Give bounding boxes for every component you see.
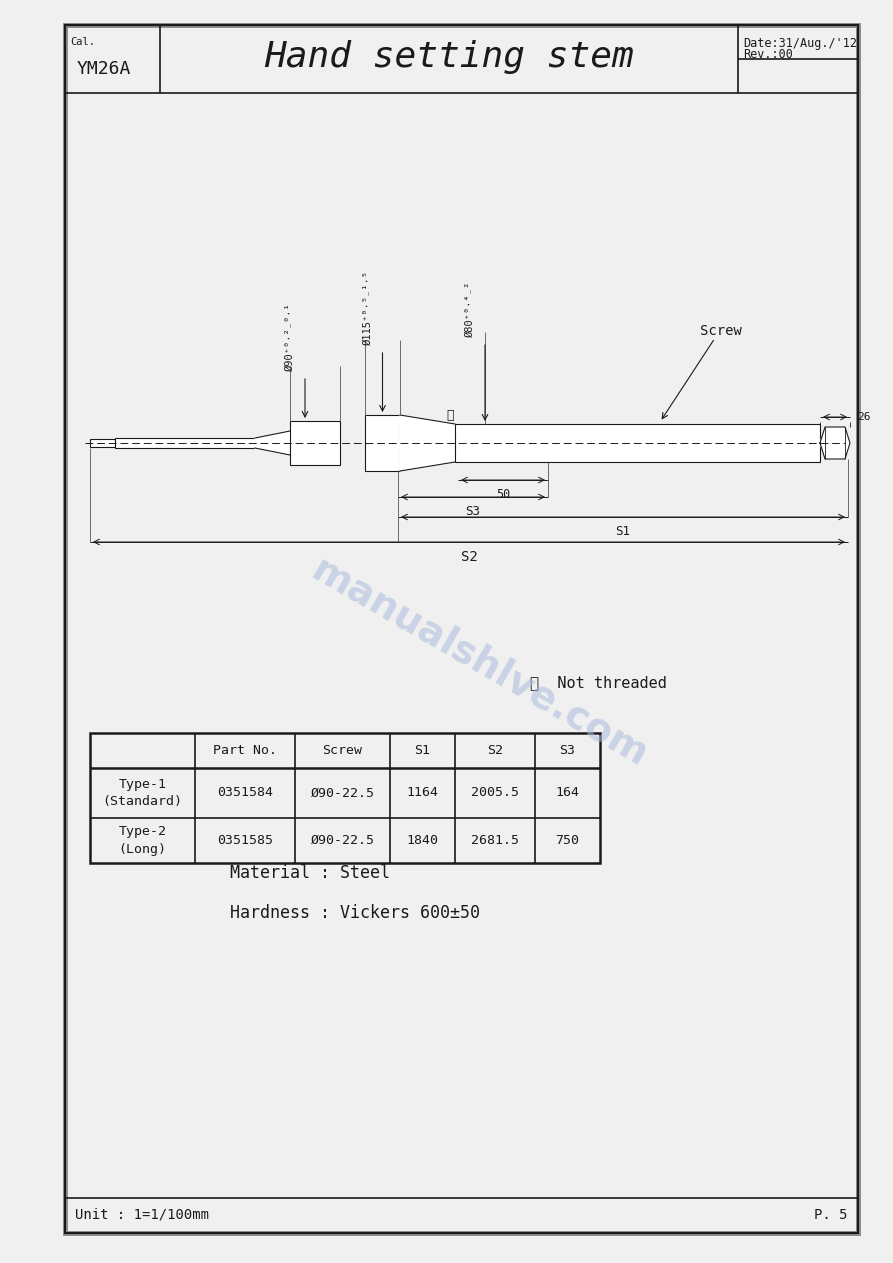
- Text: ※  Not threaded: ※ Not threaded: [530, 676, 667, 691]
- Text: 2005.5: 2005.5: [471, 787, 519, 799]
- Text: Hardness : Vickers 600±50: Hardness : Vickers 600±50: [230, 904, 480, 922]
- Bar: [290, 421, 340, 465]
- Text: Part No.: Part No.: [213, 744, 277, 757]
- Text: S2: S2: [461, 549, 478, 565]
- Text: Material : Steel: Material : Steel: [230, 864, 390, 882]
- Text: S1: S1: [615, 525, 630, 538]
- Text: Ø90-22.5: Ø90-22.5: [311, 787, 374, 799]
- Polygon shape: [255, 431, 290, 455]
- Text: P. 5: P. 5: [814, 1207, 848, 1223]
- Text: Screw: Screw: [700, 325, 742, 338]
- Text: Hand setting stem: Hand setting stem: [264, 40, 634, 75]
- Text: Unit : 1=1/100mm: Unit : 1=1/100mm: [75, 1207, 209, 1223]
- Text: Ø80⁺⁰⋅⁴₋²: Ø80⁺⁰⋅⁴₋²: [465, 280, 475, 337]
- Text: ※: ※: [446, 409, 454, 422]
- Text: manualshlve.com: manualshlve.com: [305, 551, 655, 775]
- Text: Ø90-22.5: Ø90-22.5: [311, 834, 374, 847]
- Text: 164: 164: [555, 787, 580, 799]
- Text: 2681.5: 2681.5: [471, 834, 519, 847]
- Text: Type-1
(Standard): Type-1 (Standard): [103, 778, 182, 808]
- Text: Ø90⁺⁰⋅²₋⁰⋅¹: Ø90⁺⁰⋅²₋⁰⋅¹: [285, 302, 295, 371]
- Bar: [90, 440, 115, 447]
- Polygon shape: [820, 427, 850, 458]
- Text: YM26A: YM26A: [77, 61, 131, 78]
- Polygon shape: [400, 416, 455, 471]
- Text: Rev.:00: Rev.:00: [743, 48, 793, 62]
- Text: 750: 750: [555, 834, 580, 847]
- Bar: [365, 416, 400, 471]
- Text: Ø115⁺⁰⋅⁵₋¹⋅⁵: Ø115⁺⁰⋅⁵₋¹⋅⁵: [363, 270, 372, 345]
- Text: Type-2
(Long): Type-2 (Long): [119, 826, 166, 855]
- Text: Cal.: Cal.: [70, 37, 95, 47]
- Text: S1: S1: [414, 744, 430, 757]
- Text: 26: 26: [857, 412, 871, 422]
- Text: 1840: 1840: [406, 834, 438, 847]
- Bar: [90, 733, 600, 863]
- Text: 50: 50: [496, 488, 510, 501]
- Text: S2: S2: [487, 744, 503, 757]
- Text: 0351585: 0351585: [217, 834, 273, 847]
- Text: 1164: 1164: [406, 787, 438, 799]
- Text: S3: S3: [465, 505, 480, 518]
- Bar: [115, 438, 255, 448]
- Bar: [455, 424, 820, 462]
- Text: S3: S3: [560, 744, 575, 757]
- Text: Screw: Screw: [322, 744, 363, 757]
- Text: Date:31/Aug./'12: Date:31/Aug./'12: [743, 37, 857, 51]
- Text: 0351584: 0351584: [217, 787, 273, 799]
